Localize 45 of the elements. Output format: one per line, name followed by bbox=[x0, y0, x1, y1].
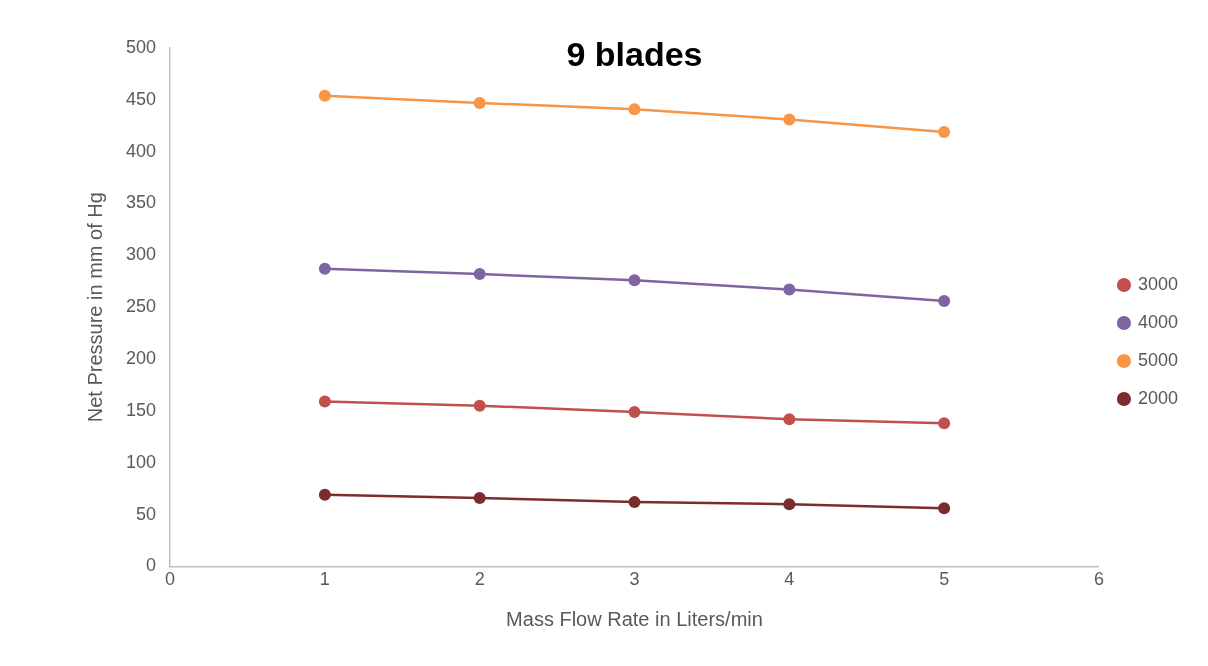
point bbox=[783, 113, 796, 126]
point bbox=[938, 417, 951, 430]
point bbox=[938, 294, 951, 307]
point bbox=[783, 283, 796, 296]
point bbox=[318, 488, 331, 501]
y-tick-label: 400 bbox=[125, 140, 157, 161]
x-tick-label: 4 bbox=[784, 569, 795, 590]
x-tick-label: 6 bbox=[1093, 569, 1104, 590]
y-tick-label: 500 bbox=[125, 36, 157, 57]
point bbox=[318, 89, 331, 102]
x-axis-title: Mass Flow Rate in Liters/min bbox=[506, 607, 763, 630]
point bbox=[628, 405, 641, 418]
chart-title: 9 blades bbox=[566, 35, 703, 74]
point bbox=[783, 413, 796, 426]
y-tick-label: 100 bbox=[125, 451, 157, 472]
legend-label: 5000 bbox=[1137, 349, 1178, 370]
point bbox=[473, 268, 486, 281]
y-tick-label: 350 bbox=[125, 192, 157, 213]
point bbox=[628, 496, 641, 509]
x-tick-label: 5 bbox=[939, 569, 950, 590]
point bbox=[783, 498, 796, 511]
point bbox=[628, 103, 641, 116]
legend-label: 4000 bbox=[1137, 311, 1178, 332]
point bbox=[473, 399, 486, 412]
point bbox=[473, 491, 486, 504]
y-tick-label: 250 bbox=[125, 296, 157, 317]
point bbox=[318, 262, 331, 275]
x-tick-label: 2 bbox=[474, 569, 485, 590]
x-tick-label: 3 bbox=[629, 569, 640, 590]
x-tick-label: 0 bbox=[165, 569, 176, 590]
legend-label: 3000 bbox=[1137, 273, 1178, 294]
y-tick-label: 150 bbox=[125, 399, 157, 420]
legend-label: 2000 bbox=[1137, 387, 1178, 408]
point bbox=[628, 274, 641, 287]
point bbox=[473, 96, 486, 109]
point bbox=[938, 502, 951, 515]
y-axis-title: Net Pressure in mm of Hg bbox=[83, 192, 106, 423]
y-tick-label: 50 bbox=[136, 503, 157, 524]
y-tick-label: 300 bbox=[125, 244, 157, 265]
x-tick-label: 1 bbox=[319, 569, 330, 590]
y-tick-label: 450 bbox=[125, 88, 157, 109]
point bbox=[938, 125, 951, 138]
y-tick-label: 200 bbox=[125, 348, 157, 369]
point bbox=[318, 395, 331, 408]
y-tick-label: 0 bbox=[146, 555, 157, 576]
